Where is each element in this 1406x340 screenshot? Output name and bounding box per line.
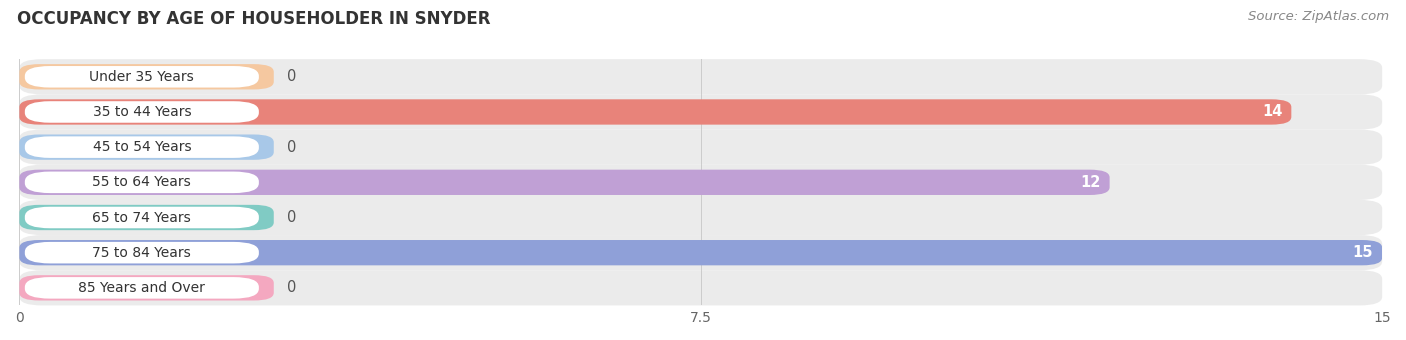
FancyBboxPatch shape <box>20 270 1382 305</box>
Text: 0: 0 <box>287 69 297 84</box>
Text: 0: 0 <box>287 280 297 295</box>
Text: 65 to 74 Years: 65 to 74 Years <box>93 210 191 224</box>
FancyBboxPatch shape <box>25 172 259 193</box>
Text: 12: 12 <box>1080 175 1101 190</box>
Text: 55 to 64 Years: 55 to 64 Years <box>93 175 191 189</box>
FancyBboxPatch shape <box>20 95 1382 130</box>
Text: 45 to 54 Years: 45 to 54 Years <box>93 140 191 154</box>
Text: 15: 15 <box>1353 245 1374 260</box>
FancyBboxPatch shape <box>20 59 1382 95</box>
FancyBboxPatch shape <box>25 242 259 264</box>
Text: 14: 14 <box>1261 104 1282 119</box>
Text: 0: 0 <box>287 140 297 155</box>
FancyBboxPatch shape <box>25 101 259 123</box>
FancyBboxPatch shape <box>20 165 1382 200</box>
FancyBboxPatch shape <box>20 205 274 230</box>
FancyBboxPatch shape <box>25 277 259 299</box>
FancyBboxPatch shape <box>20 130 1382 165</box>
FancyBboxPatch shape <box>20 99 1291 125</box>
Text: OCCUPANCY BY AGE OF HOUSEHOLDER IN SNYDER: OCCUPANCY BY AGE OF HOUSEHOLDER IN SNYDE… <box>17 10 491 28</box>
FancyBboxPatch shape <box>20 240 1382 265</box>
FancyBboxPatch shape <box>20 275 274 301</box>
FancyBboxPatch shape <box>25 207 259 228</box>
Text: 85 Years and Over: 85 Years and Over <box>79 281 205 295</box>
Text: Under 35 Years: Under 35 Years <box>90 70 194 84</box>
FancyBboxPatch shape <box>25 136 259 158</box>
Text: Source: ZipAtlas.com: Source: ZipAtlas.com <box>1249 10 1389 23</box>
FancyBboxPatch shape <box>20 200 1382 235</box>
Text: 0: 0 <box>287 210 297 225</box>
FancyBboxPatch shape <box>25 66 259 88</box>
Text: 35 to 44 Years: 35 to 44 Years <box>93 105 191 119</box>
Text: 75 to 84 Years: 75 to 84 Years <box>93 246 191 260</box>
FancyBboxPatch shape <box>20 135 274 160</box>
FancyBboxPatch shape <box>20 170 1109 195</box>
FancyBboxPatch shape <box>20 235 1382 270</box>
FancyBboxPatch shape <box>20 64 274 89</box>
